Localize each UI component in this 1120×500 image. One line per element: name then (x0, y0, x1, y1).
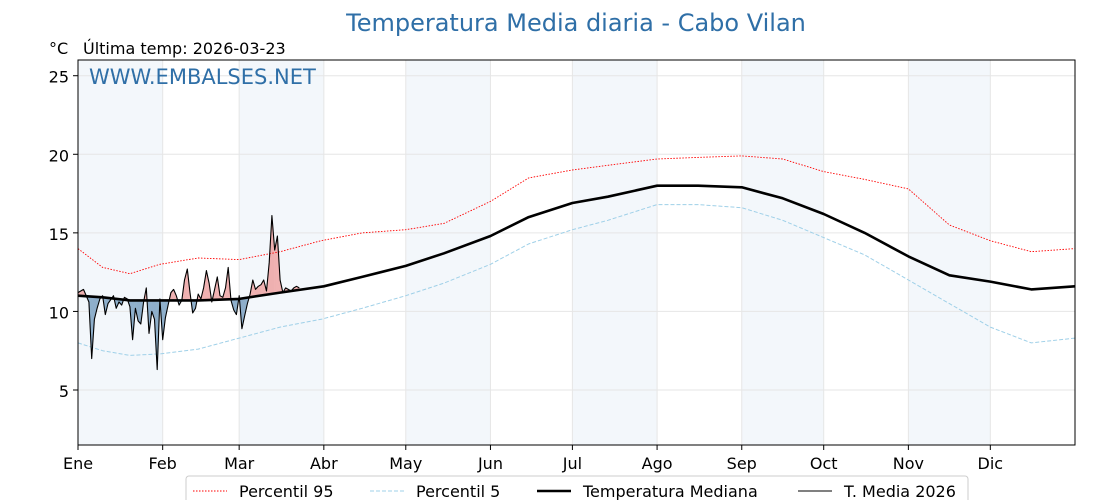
y-tick-label: 25 (49, 68, 69, 87)
x-tick-label: Jul (562, 454, 582, 473)
x-tick-label: Ago (642, 454, 673, 473)
legend-label: Percentil 5 (416, 482, 500, 500)
series-line-percentil-95 (77, 155, 1076, 275)
legend-label: Percentil 95 (239, 482, 334, 500)
x-tick-label: Abr (310, 454, 338, 473)
y-tick-label: 5 (59, 382, 69, 401)
x-tick-label: Feb (149, 454, 177, 473)
x-tick-label: Oct (810, 454, 838, 473)
month-band (572, 60, 658, 445)
month-band (741, 60, 824, 445)
x-tick-label: Jun (477, 454, 503, 473)
legend: Percentil 95 Percentil 5 Temperatura Media… (185, 475, 969, 500)
series-line-percentil-5 (77, 204, 1076, 356)
x-tick-label: Sep (727, 454, 757, 473)
x-tick-label: Nov (893, 454, 924, 473)
month-band (239, 60, 324, 445)
series-line-t-media-2026 (77, 215, 300, 371)
x-tick-label: Dic (978, 454, 1004, 473)
y-tick-label: 20 (49, 146, 69, 165)
plot-frame (77, 59, 1076, 446)
legend-box (185, 475, 969, 500)
y-unit-label: °C (49, 39, 68, 58)
legend-label: Temperatura Mediana (582, 482, 758, 500)
y-tick-label: 10 (49, 303, 69, 322)
x-tick-label: May (389, 454, 422, 473)
watermark: WWW.EMBALSES.NET (89, 65, 316, 89)
legend-label: T. Media 2026 (843, 482, 956, 500)
x-tick-label: Ene (63, 454, 93, 473)
x-tick-label: Mar (224, 454, 255, 473)
month-band (78, 60, 163, 445)
plot-area: 5 10 15 20 25 Ene Feb Mar Abr May Jun Jul Ago Sep Oct N… (49, 59, 1076, 473)
month-band (908, 60, 991, 445)
series-line-temperatura-mediana (77, 184, 1076, 302)
y-tick-label: 15 (49, 225, 69, 244)
last-temp-label: Última temp: 2026-03-23 (83, 39, 286, 58)
chart-title: Temperatura Media diaria - Cabo Vilan (345, 9, 806, 37)
